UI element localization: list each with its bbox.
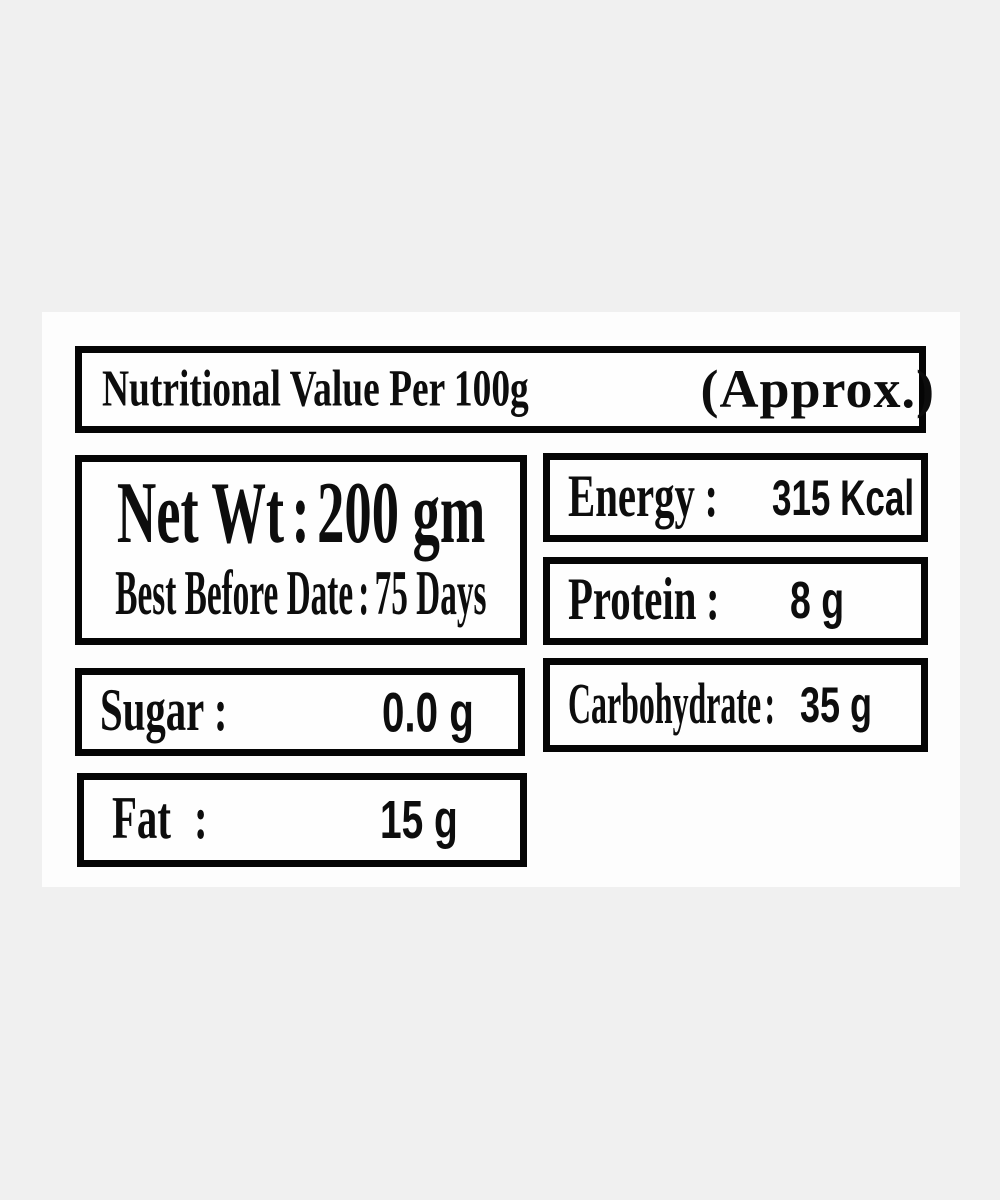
header-box: Nutritional Value Per 100g (Approx.): [75, 346, 934, 433]
protein-colon: :: [705, 566, 720, 633]
fat-label-text: Fat: [112, 785, 171, 852]
energy-label: Energy:: [568, 462, 718, 531]
energy-label-text: Energy: [568, 462, 695, 529]
carbohydrate-label-text: Carbohydrate: [568, 671, 762, 737]
best-before-label: Best Before Date: [115, 557, 354, 628]
net-weight-line: Net Wt:200 gm: [117, 470, 485, 558]
protein-label: Protein:: [568, 565, 720, 634]
fat-box: Fat: 15 g: [77, 773, 527, 867]
sugar-colon: :: [213, 677, 228, 744]
best-before-value: 75 Days: [374, 557, 487, 628]
sugar-box: Sugar: 0.0 g: [75, 668, 525, 756]
protein-label-text: Protein: [568, 566, 697, 633]
best-before-colon: :: [358, 557, 370, 628]
carbohydrate-value: 35 g: [800, 677, 873, 733]
energy-value: 315 Kcal: [772, 469, 915, 526]
net-weight-value: 200 gm: [317, 465, 486, 562]
net-weight-colon: :: [291, 465, 310, 562]
protein-value: 8 g: [790, 572, 845, 630]
energy-colon: :: [704, 462, 719, 529]
protein-box: Protein: 8 g: [543, 557, 928, 645]
sugar-label: Sugar:: [100, 676, 227, 745]
header-approx-note: (Approx.): [700, 358, 935, 419]
net-weight-box: Net Wt:200 gm Best Before Date:75 Days: [75, 455, 527, 645]
fat-value: 15 g: [380, 790, 458, 850]
header-title: Nutritional Value Per 100g: [102, 359, 529, 417]
sugar-label-text: Sugar: [100, 677, 205, 744]
carbohydrate-label: Carbohydrate:: [568, 670, 775, 737]
carbohydrate-box: Carbohydrate: 35 g: [543, 658, 928, 752]
fat-colon: :: [194, 785, 208, 852]
energy-box: Energy: 315 Kcal: [543, 453, 928, 542]
sugar-value: 0.0 g: [382, 680, 474, 744]
carbohydrate-colon: :: [764, 671, 776, 737]
nutrition-label-panel: Nutritional Value Per 100g (Approx.) Net…: [42, 312, 960, 887]
net-weight-label: Net Wt: [116, 465, 284, 562]
best-before-line: Best Before Date:75 Days: [115, 557, 486, 629]
fat-label: Fat:: [112, 784, 208, 853]
